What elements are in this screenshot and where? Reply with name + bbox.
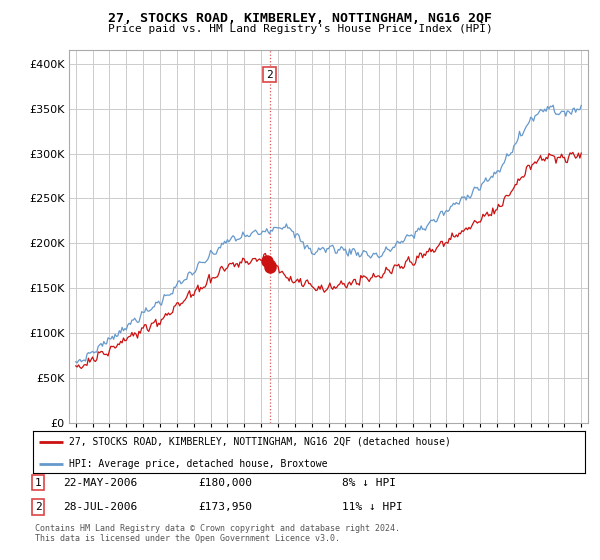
Text: 27, STOCKS ROAD, KIMBERLEY, NOTTINGHAM, NG16 2QF: 27, STOCKS ROAD, KIMBERLEY, NOTTINGHAM, … <box>108 12 492 25</box>
Text: 8% ↓ HPI: 8% ↓ HPI <box>342 478 396 488</box>
Text: Price paid vs. HM Land Registry's House Price Index (HPI): Price paid vs. HM Land Registry's House … <box>107 24 493 34</box>
Text: HPI: Average price, detached house, Broxtowe: HPI: Average price, detached house, Brox… <box>69 459 328 469</box>
Text: 1: 1 <box>35 478 41 488</box>
Text: 22-MAY-2006: 22-MAY-2006 <box>63 478 137 488</box>
Text: Contains HM Land Registry data © Crown copyright and database right 2024.
This d: Contains HM Land Registry data © Crown c… <box>35 524 400 543</box>
Text: 27, STOCKS ROAD, KIMBERLEY, NOTTINGHAM, NG16 2QF (detached house): 27, STOCKS ROAD, KIMBERLEY, NOTTINGHAM, … <box>69 437 451 447</box>
Text: 28-JUL-2006: 28-JUL-2006 <box>63 502 137 512</box>
Text: 11% ↓ HPI: 11% ↓ HPI <box>342 502 403 512</box>
Text: 2: 2 <box>35 502 41 512</box>
Text: £180,000: £180,000 <box>198 478 252 488</box>
Text: 2: 2 <box>266 69 273 80</box>
Text: £173,950: £173,950 <box>198 502 252 512</box>
